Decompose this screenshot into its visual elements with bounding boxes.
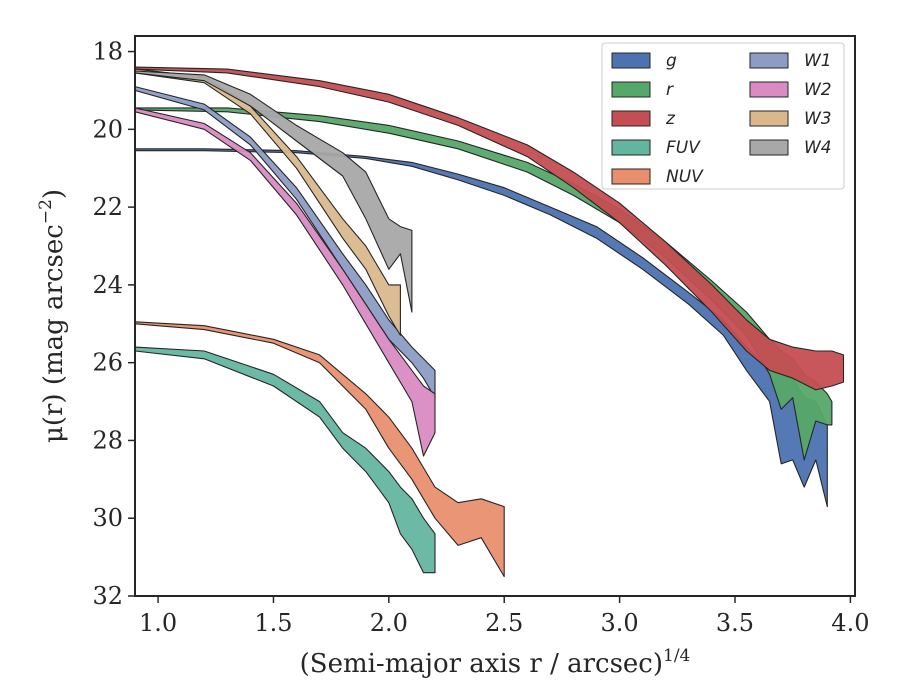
legend-swatch-nuv <box>611 168 651 185</box>
legend-label-w3: W3 <box>804 109 832 129</box>
legend-swatch-r <box>611 81 651 98</box>
y-axis-title: μ(r) (mag arcsec−2) <box>36 189 69 443</box>
legend-label-nuv: NUV <box>666 167 704 187</box>
x-axis-title: (Semi-major axis r / arcsec)1/4 <box>300 646 691 679</box>
y-tick-label: 32 <box>92 582 123 610</box>
legend-swatch-w3 <box>749 110 789 127</box>
legend-swatch-z <box>611 110 651 127</box>
legend-label-r: r <box>666 80 674 100</box>
x-tick-label: 1.0 <box>139 609 177 637</box>
x-tick-label: 2.5 <box>485 609 523 637</box>
legend-label-w4: W4 <box>804 138 832 158</box>
x-axis-title-exponent: 1/4 <box>663 646 690 666</box>
y-tick-label: 18 <box>92 38 123 66</box>
y-tick-label: 30 <box>92 504 123 532</box>
plot-frame <box>134 35 856 597</box>
y-axis-title-suffix: ) <box>39 189 69 199</box>
y-tick-label: 28 <box>92 426 123 454</box>
profile-bands <box>135 66 845 578</box>
y-axis: 18 20 22 24 26 28 30 32 <box>92 38 135 610</box>
band-nuv <box>135 321 505 578</box>
y-axis-title-exponent: −2 <box>36 199 56 224</box>
legend-label-g: g <box>666 51 677 71</box>
band-w3 <box>135 68 401 336</box>
band-w2 <box>135 107 436 457</box>
legend-swatch-w1 <box>749 52 789 69</box>
band-g <box>135 148 828 508</box>
x-tick-label: 3.5 <box>716 609 754 637</box>
legend-label-w2: W2 <box>804 80 832 100</box>
legend-swatch-w4 <box>749 139 789 156</box>
band-w4 <box>135 70 413 313</box>
y-tick-label: 26 <box>92 349 123 377</box>
y-axis-title-prefix: μ(r) (mag arcsec <box>39 224 69 443</box>
band-fuv <box>135 346 436 574</box>
band-z <box>135 66 845 391</box>
y-tick-label: 24 <box>92 271 123 299</box>
x-tick-label: 4.0 <box>831 609 869 637</box>
legend: grz FUV NUV W1 W2 W3 W4 <box>601 42 845 190</box>
y-tick-label: 22 <box>92 193 123 221</box>
y-tick-label: 20 <box>92 115 123 143</box>
legend-swatch-g <box>611 52 651 69</box>
legend-label-fuv: FUV <box>666 138 701 158</box>
x-axis-title-text: (Semi-major axis r / arcsec) <box>300 649 663 679</box>
legend-swatch-fuv <box>611 139 651 156</box>
x-axis: 1.0 1.5 2.0 2.5 3.0 3.5 4.0 <box>139 596 869 637</box>
x-tick-label: 3.0 <box>601 609 639 637</box>
x-tick-label: 2.0 <box>370 609 408 637</box>
legend-label-z: z <box>665 109 676 129</box>
x-tick-label: 1.5 <box>254 609 292 637</box>
legend-swatch-w2 <box>749 81 789 98</box>
legend-label-w1: W1 <box>804 51 832 71</box>
